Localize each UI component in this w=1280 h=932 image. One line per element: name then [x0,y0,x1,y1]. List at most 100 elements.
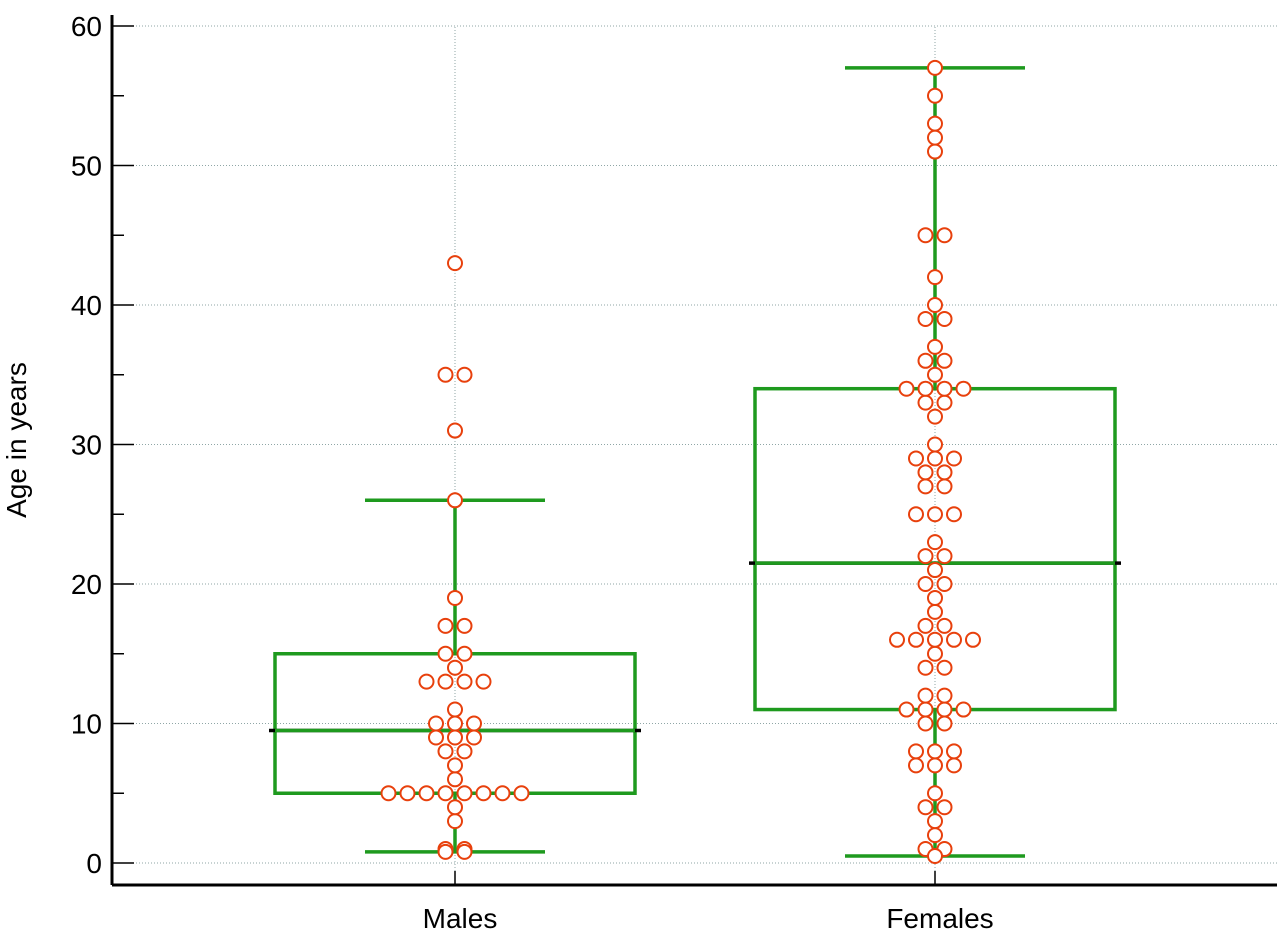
data-point [936,715,953,732]
data-point [437,366,454,383]
data-point [418,673,435,690]
data-point [447,813,463,830]
data-point [927,631,943,648]
data-point [936,352,953,369]
data-point [437,785,454,802]
data-point [936,659,953,676]
data-point [936,394,953,411]
data-point [447,701,463,718]
data-point [927,269,943,286]
data-point [965,631,981,648]
data-point [927,338,943,355]
data-point [437,743,454,760]
data-point [946,631,962,648]
data-point [927,589,943,606]
data-point [946,757,962,774]
data-point [917,687,934,704]
y-tick-label: 40 [71,290,102,321]
data-point [946,450,962,467]
data-point [927,297,943,313]
data-point [917,701,934,718]
data-point [437,673,454,690]
data-point [475,785,492,802]
data-point [936,799,953,816]
data-point [447,659,463,676]
data-point [936,478,953,495]
data-point [466,729,482,746]
data-point [955,380,972,397]
data-point [936,227,953,244]
data-point [917,352,934,369]
y-axis-label: Age in years [1,362,32,518]
data-point [399,785,416,802]
data-point [456,645,473,662]
data-point [955,701,972,718]
data-point [927,129,943,146]
data-point [447,771,463,788]
data-point [447,589,463,606]
data-point [917,576,934,592]
data-point [513,785,530,802]
data-point [917,617,934,634]
data-point [936,617,953,634]
y-tick-label: 60 [71,11,102,42]
data-point [927,59,943,76]
data-point [889,631,905,648]
axes: 0 10 20 30 40 50 60 Males Females [71,11,1277,932]
data-point [917,310,934,327]
data-point [927,506,943,523]
data-point [927,827,943,844]
data-point [447,715,463,732]
data-point [927,115,943,132]
data-point [917,715,934,732]
data-point [927,143,943,160]
y-tick-label: 10 [71,709,102,740]
data-point [927,366,943,383]
grid-lines [112,25,1277,885]
data-point [908,757,924,774]
data-point [447,255,463,272]
data-point [456,673,473,690]
data-point [917,464,934,481]
x-tick-label: Males [423,903,498,932]
data-point [927,743,943,760]
x-tick-label: Females [886,903,993,932]
data-point [456,843,473,860]
data-point [927,450,943,467]
data-point [908,631,924,648]
iqr-box [273,652,637,795]
data-point [917,799,934,816]
y-tick-label: 20 [71,569,102,600]
data-point [908,743,924,760]
data-point [927,757,943,774]
data-point [418,785,435,802]
data-point [447,729,463,746]
y-tick-label: 30 [71,430,102,461]
data-point [447,799,463,816]
data-point [456,743,473,760]
boxes [269,66,1121,858]
data-point [927,408,943,425]
data-point [927,436,943,453]
data-point [927,534,943,551]
data-point [927,87,943,104]
data-point [936,310,953,327]
y-tick-label: 50 [71,151,102,182]
data-point [927,813,943,830]
data-point [494,785,511,802]
y-tick-label: 0 [86,848,102,879]
data-point [428,729,444,746]
data-point [917,380,934,397]
data-point [447,492,463,509]
data-point [917,478,934,495]
data-point [917,659,934,676]
data-point [898,701,915,718]
data-point [447,422,463,439]
data-point [927,785,943,802]
data-point [447,757,463,774]
data-points [380,59,981,865]
data-point [437,843,454,860]
iqr-box [753,386,1117,712]
data-point [927,603,943,620]
